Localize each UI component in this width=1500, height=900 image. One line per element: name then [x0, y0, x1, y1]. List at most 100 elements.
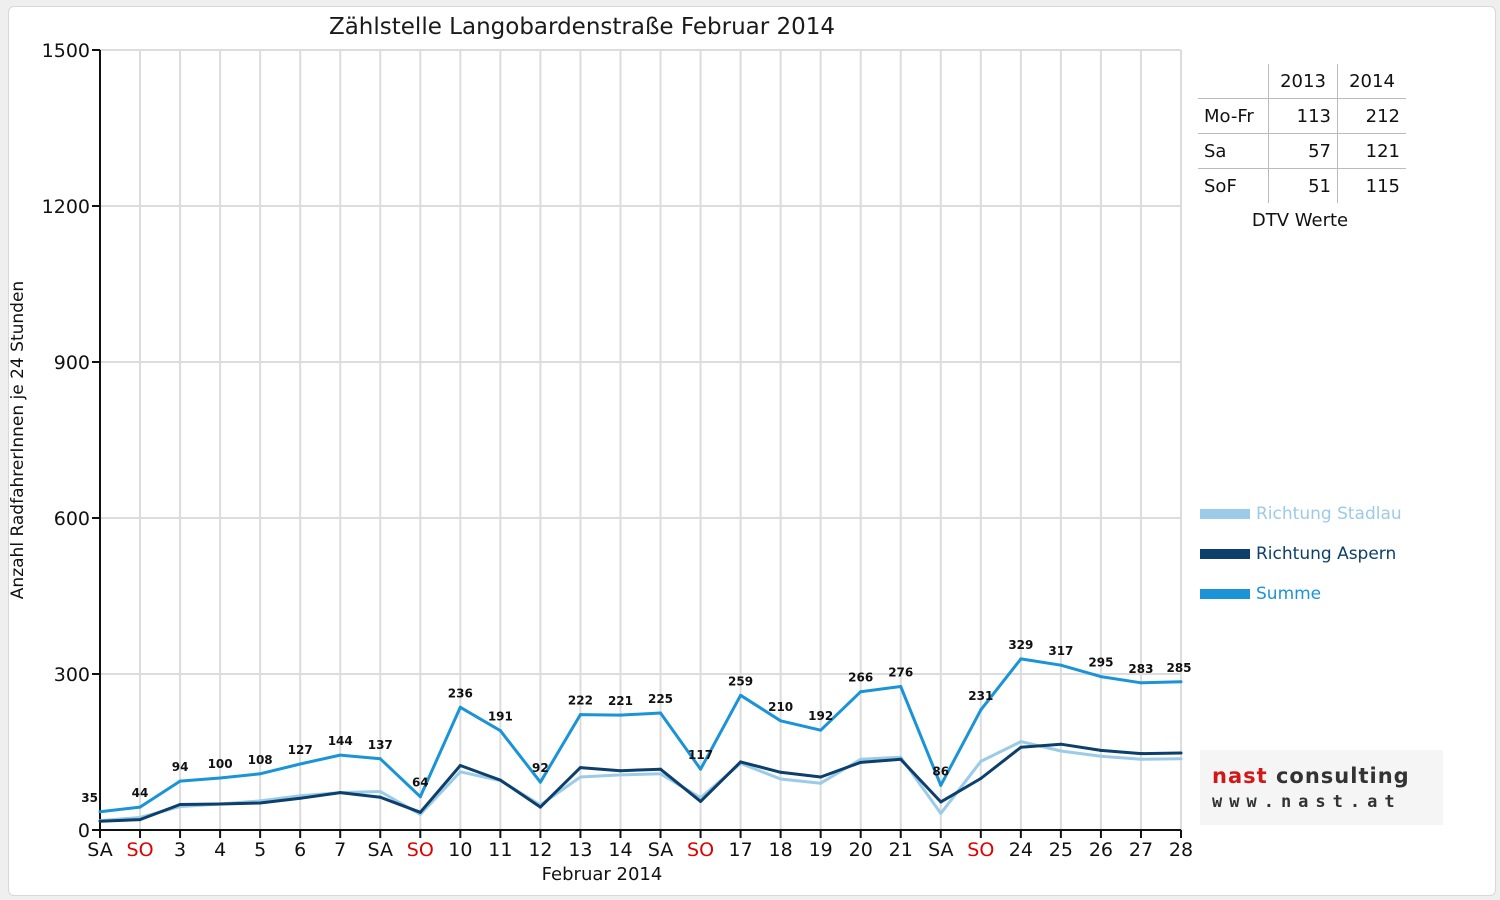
dtv-value-2013: 57	[1268, 133, 1338, 169]
logo-brand-accent: nast	[1212, 764, 1268, 788]
x-tick-label: 21	[889, 839, 913, 861]
data-point	[618, 769, 622, 773]
data-label: 137	[368, 738, 393, 752]
data-label: 225	[648, 692, 673, 706]
data-point	[418, 810, 422, 814]
y-tick-label: 1500	[42, 40, 90, 62]
data-point	[859, 760, 863, 764]
data-point	[1059, 742, 1063, 746]
x-tick-label: SA	[368, 839, 393, 861]
logo-brand: nast consulting	[1212, 764, 1410, 788]
data-point	[618, 773, 622, 777]
data-point	[1179, 680, 1183, 684]
data-label: 329	[1008, 638, 1033, 652]
data-point	[939, 783, 943, 787]
dtv-value-2013: 51	[1268, 168, 1338, 203]
data-point	[779, 770, 783, 774]
data-point	[699, 799, 703, 803]
data-label: 35	[81, 791, 98, 805]
data-point	[1019, 740, 1023, 744]
logo-brand-rest: consulting	[1275, 764, 1410, 788]
data-label: 117	[688, 748, 713, 762]
data-point	[618, 713, 622, 717]
data-point	[819, 728, 823, 732]
data-label: 86	[932, 764, 949, 778]
data-label: 236	[448, 686, 473, 700]
data-point	[258, 801, 262, 805]
data-point	[1139, 681, 1143, 685]
data-point	[458, 770, 462, 774]
data-point	[298, 794, 302, 798]
data-point	[418, 795, 422, 799]
data-point	[1139, 757, 1143, 761]
data-point	[779, 777, 783, 781]
data-label: 221	[608, 694, 633, 708]
data-label: 231	[968, 689, 993, 703]
x-tick-label: 27	[1129, 839, 1153, 861]
data-label: 283	[1128, 662, 1153, 676]
data-point	[979, 759, 983, 763]
x-tick-label: 19	[809, 839, 833, 861]
data-point	[218, 802, 222, 806]
x-tick-label: SO	[967, 839, 994, 861]
y-axis-label: Anzahl RadfahrerInnen je 24 Stunden	[8, 280, 28, 600]
x-tick-label: 25	[1049, 839, 1073, 861]
dtv-header-2014: 2014	[1337, 64, 1406, 99]
data-point	[458, 705, 462, 709]
data-point	[699, 796, 703, 800]
y-tick-label: 0	[78, 820, 90, 842]
x-tick-label: SA	[87, 839, 112, 861]
x-tick-label: 20	[849, 839, 873, 861]
y-tick-label: 1200	[42, 196, 90, 218]
data-point	[418, 812, 422, 816]
x-tick-label: 24	[1009, 839, 1033, 861]
legend-item-aspern: Richtung Aspern	[1200, 534, 1402, 574]
x-tick-label: 12	[528, 839, 552, 861]
x-tick-label: 17	[728, 839, 752, 861]
dtv-row-label: SoF	[1198, 168, 1269, 203]
data-label: 64	[412, 776, 429, 790]
data-point	[659, 711, 663, 715]
data-label: 94	[172, 760, 189, 774]
series-line-richtung-aspern	[99, 742, 1182, 823]
dtv-value-2013: 113	[1268, 98, 1338, 134]
data-point	[338, 791, 342, 795]
series-line-summe	[99, 657, 1182, 814]
data-point	[659, 772, 663, 776]
legend-swatch	[1200, 589, 1250, 599]
data-point	[298, 762, 302, 766]
data-point	[378, 757, 382, 761]
company-logo: nast consulting www.nast.at	[1200, 750, 1443, 825]
data-point	[578, 766, 582, 770]
data-point	[1019, 745, 1023, 749]
y-tick-label: 300	[54, 664, 90, 686]
x-tick-label: 7	[334, 839, 346, 861]
x-tick-label: SO	[407, 839, 434, 861]
data-point	[338, 753, 342, 757]
legend-swatch	[1200, 509, 1250, 519]
data-point	[178, 779, 182, 783]
data-point	[819, 775, 823, 779]
legend-swatch	[1200, 549, 1250, 559]
x-tick-label: 11	[488, 839, 512, 861]
data-point	[458, 764, 462, 768]
dtv-value-2014: 115	[1365, 175, 1400, 197]
x-tick-label: 4	[214, 839, 226, 861]
dtv-value-2014: 212	[1337, 98, 1406, 134]
dtv-value-2014: 121	[1337, 133, 1406, 169]
data-point	[739, 760, 743, 764]
legend-label: Summe	[1256, 584, 1322, 604]
data-point	[1139, 752, 1143, 756]
x-tick-label: SA	[928, 839, 953, 861]
x-tick-label: 26	[1089, 839, 1113, 861]
data-label: 285	[1166, 661, 1191, 675]
x-tick-label: SO	[127, 839, 154, 861]
x-tick-label: 5	[254, 839, 266, 861]
x-axis-label: Februar 2014	[541, 864, 663, 885]
data-point	[859, 690, 863, 694]
data-label: 210	[768, 700, 793, 714]
dtv-header-blank	[1198, 64, 1269, 99]
data-point	[979, 708, 983, 712]
data-label: 44	[132, 786, 149, 800]
data-point	[1099, 754, 1103, 758]
